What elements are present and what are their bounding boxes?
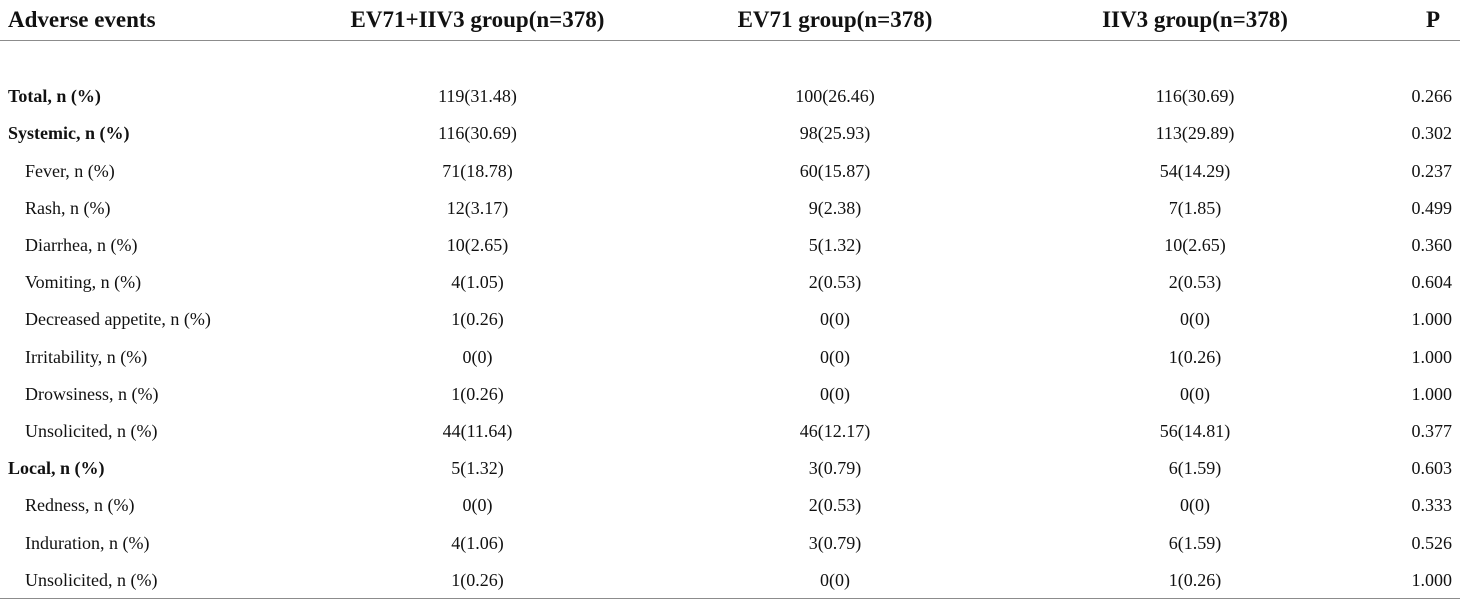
table-row: Induration, n (%) 4(1.06) 3(0.79) 6(1.59) 0.… <box>0 524 1460 561</box>
cell-ev71: 60(15.87) <box>799 160 871 181</box>
cell-ev71-iiv3: 0(0) <box>462 495 493 516</box>
cell-ev71: 2(0.53) <box>808 272 862 293</box>
cell-ev71: 3(0.79) <box>808 532 862 553</box>
cell-ev71-iiv3: 0(0) <box>462 346 493 367</box>
cell-ev71: 2(0.53) <box>808 495 862 516</box>
row-label: Unsolicited, n (%) <box>25 569 158 590</box>
table-row: Unsolicited, n (%) 1(0.26) 0(0) 1(0.26) 1.00… <box>0 562 1460 599</box>
cell-ev71-iiv3: 10(2.65) <box>446 235 509 256</box>
row-label: Total, n (%) <box>8 86 101 107</box>
table-row: Local, n (%) 5(1.32) 3(0.79) 6(1.59) 0.603 <box>0 450 1460 487</box>
cell-ev71-iiv3: 116(30.69) <box>438 123 517 144</box>
cell-iiv3: 0(0) <box>1180 383 1210 404</box>
cell-p-value: 1.000 <box>1411 383 1453 404</box>
cell-p-value: 0.333 <box>1411 495 1453 516</box>
header-ev71-iiv3-group: EV71+IIV3 group(n=378) <box>300 0 655 41</box>
cell-p-value: 0.377 <box>1411 420 1453 441</box>
header-spacer-row <box>0 41 1460 79</box>
cell-iiv3: 10(2.65) <box>1164 235 1226 256</box>
table-row: Redness, n (%) 0(0) 2(0.53) 0(0) 0.333 <box>0 487 1460 524</box>
cell-iiv3: 2(0.53) <box>1168 272 1222 293</box>
cell-iiv3: 113(29.89) <box>1155 123 1235 144</box>
cell-ev71: 98(25.93) <box>799 123 871 144</box>
row-label: Vomiting, n (%) <box>25 272 142 293</box>
table-header: Adverse events EV71+IIV3 group(n=378) EV… <box>0 0 1460 41</box>
header-ev71-group: EV71 group(n=378) <box>655 0 1015 41</box>
table-row: Diarrhea, n (%) 10(2.65) 5(1.32) 10(2.65) 0.… <box>0 227 1460 264</box>
row-label: Induration, n (%) <box>25 532 150 553</box>
cell-ev71-iiv3: 1(0.26) <box>451 309 504 330</box>
header-p-value: P <box>1375 0 1460 41</box>
cell-iiv3: 54(14.29) <box>1159 160 1231 181</box>
cell-p-value: 0.604 <box>1411 272 1453 293</box>
cell-iiv3: 6(1.59) <box>1168 532 1222 553</box>
header-row: Adverse events EV71+IIV3 group(n=378) EV… <box>0 0 1460 41</box>
cell-p-value: 0.360 <box>1411 235 1453 256</box>
row-label: Unsolicited, n (%) <box>25 420 158 441</box>
cell-ev71: 0(0) <box>820 569 850 590</box>
row-label: Local, n (%) <box>8 458 105 479</box>
cell-ev71-iiv3: 4(1.05) <box>451 272 504 293</box>
cell-ev71-iiv3: 1(0.26) <box>451 383 504 404</box>
row-label: Decreased appetite, n (%) <box>25 309 211 330</box>
cell-p-value: 0.499 <box>1411 197 1453 218</box>
header-iiv3-group: IIV3 group(n=378) <box>1015 0 1375 41</box>
header-adverse-events: Adverse events <box>0 0 300 41</box>
cell-ev71: 100(26.46) <box>795 86 875 107</box>
cell-ev71: 5(1.32) <box>808 235 862 256</box>
row-label: Redness, n (%) <box>25 495 135 516</box>
header-spacer <box>0 41 1460 79</box>
cell-p-value: 0.526 <box>1411 532 1453 553</box>
cell-iiv3: 1(0.26) <box>1168 569 1222 590</box>
cell-p-value: 1.000 <box>1411 346 1453 367</box>
cell-ev71: 0(0) <box>820 383 850 404</box>
table-body: Total, n (%) 119(31.48) 100(26.46) 116(30.6… <box>0 41 1460 599</box>
cell-ev71-iiv3: 5(1.32) <box>451 458 504 479</box>
cell-ev71-iiv3: 12(3.17) <box>446 197 509 218</box>
cell-ev71: 0(0) <box>820 309 850 330</box>
row-label: Irritability, n (%) <box>25 346 148 367</box>
cell-iiv3: 56(14.81) <box>1159 420 1231 441</box>
row-label: Diarrhea, n (%) <box>25 235 138 256</box>
table-row: Vomiting, n (%) 4(1.05) 2(0.53) 2(0.53) 0.60… <box>0 264 1460 301</box>
cell-p-value: 1.000 <box>1411 309 1453 330</box>
cell-ev71: 46(12.17) <box>799 420 871 441</box>
row-label: Systemic, n (%) <box>8 123 130 144</box>
cell-ev71-iiv3: 4(1.06) <box>451 532 504 553</box>
table-row: Irritability, n (%) 0(0) 0(0) 1(0.26) 1.000 <box>0 339 1460 376</box>
cell-p-value: 0.237 <box>1411 160 1453 181</box>
cell-iiv3: 6(1.59) <box>1168 458 1222 479</box>
table-row: Total, n (%) 119(31.48) 100(26.46) 116(30.6… <box>0 78 1460 115</box>
cell-iiv3: 7(1.85) <box>1168 197 1222 218</box>
cell-ev71-iiv3: 1(0.26) <box>451 569 504 590</box>
cell-ev71: 3(0.79) <box>808 458 862 479</box>
row-label: Rash, n (%) <box>25 197 111 218</box>
table-row: Fever, n (%) 71(18.78) 60(15.87) 54(14.29) 0… <box>0 153 1460 190</box>
cell-ev71: 9(2.38) <box>808 197 862 218</box>
cell-ev71-iiv3: 71(18.78) <box>442 160 513 181</box>
table-row: Rash, n (%) 12(3.17) 9(2.38) 7(1.85) 0.499 <box>0 190 1460 227</box>
cell-p-value: 0.302 <box>1411 123 1453 144</box>
table-row: Drowsiness, n (%) 1(0.26) 0(0) 0(0) 1.000 <box>0 376 1460 413</box>
cell-p-value: 0.266 <box>1411 86 1453 107</box>
cell-ev71-iiv3: 44(11.64) <box>442 420 513 441</box>
cell-iiv3: 0(0) <box>1180 309 1210 330</box>
cell-iiv3: 1(0.26) <box>1168 346 1222 367</box>
cell-iiv3: 0(0) <box>1180 495 1210 516</box>
table-bottom-rule <box>0 598 1460 599</box>
cell-ev71: 0(0) <box>820 346 850 367</box>
table-row: Decreased appetite, n (%) 1(0.26) 0(0) 0(0)… <box>0 301 1460 338</box>
table-row: Unsolicited, n (%) 44(11.64) 46(12.17) 56(1… <box>0 413 1460 450</box>
row-label: Drowsiness, n (%) <box>25 383 159 404</box>
cell-p-value: 1.000 <box>1411 569 1453 590</box>
row-label: Fever, n (%) <box>25 160 115 181</box>
table-row: Systemic, n (%) 116(30.69) 98(25.93) 113(29… <box>0 115 1460 152</box>
cell-ev71-iiv3: 119(31.48) <box>438 86 517 107</box>
cell-iiv3: 116(30.69) <box>1155 86 1235 107</box>
cell-p-value: 0.603 <box>1411 458 1453 479</box>
